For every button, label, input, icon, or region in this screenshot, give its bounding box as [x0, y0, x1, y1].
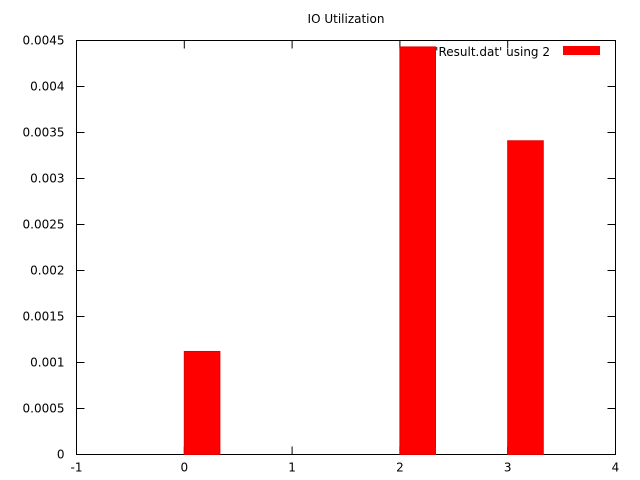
y-tick-label: 0.002 — [30, 264, 64, 278]
chart-title: IO Utilization — [308, 12, 385, 26]
x-tick-label: 0 — [180, 461, 188, 475]
x-tick-label: 1 — [288, 461, 296, 475]
plot-frame — [76, 40, 616, 455]
y-tick-label: 0.0035 — [23, 126, 65, 140]
y-tick-label: 0 — [57, 448, 65, 462]
x-tick-label: 3 — [504, 461, 512, 475]
y-tick-label: 0.004 — [30, 80, 64, 94]
y-tick-label: 0.0015 — [23, 310, 65, 324]
bar — [183, 350, 221, 455]
x-tick-label: -1 — [71, 461, 83, 475]
legend-label: 'Result.dat' using 2 — [435, 45, 550, 59]
y-tick-label: 0.0025 — [23, 218, 65, 232]
y-tick-label: 0.003 — [30, 172, 64, 186]
y-tick-label: 0.0045 — [23, 34, 65, 48]
y-axis: 0 0.0005 0.001 0.0015 0.002 0.0025 0.003 0.0035… — [23, 34, 616, 462]
bar — [507, 140, 544, 455]
y-tick-label: 0.0005 — [23, 402, 65, 416]
bar-series — [183, 46, 544, 455]
legend-swatch — [563, 46, 600, 55]
y-tick-label: 0.001 — [30, 356, 64, 370]
legend: 'Result.dat' using 2 — [435, 45, 600, 59]
x-tick-label: 2 — [396, 461, 404, 475]
x-tick-label: 4 — [612, 461, 620, 475]
bar — [399, 46, 436, 455]
